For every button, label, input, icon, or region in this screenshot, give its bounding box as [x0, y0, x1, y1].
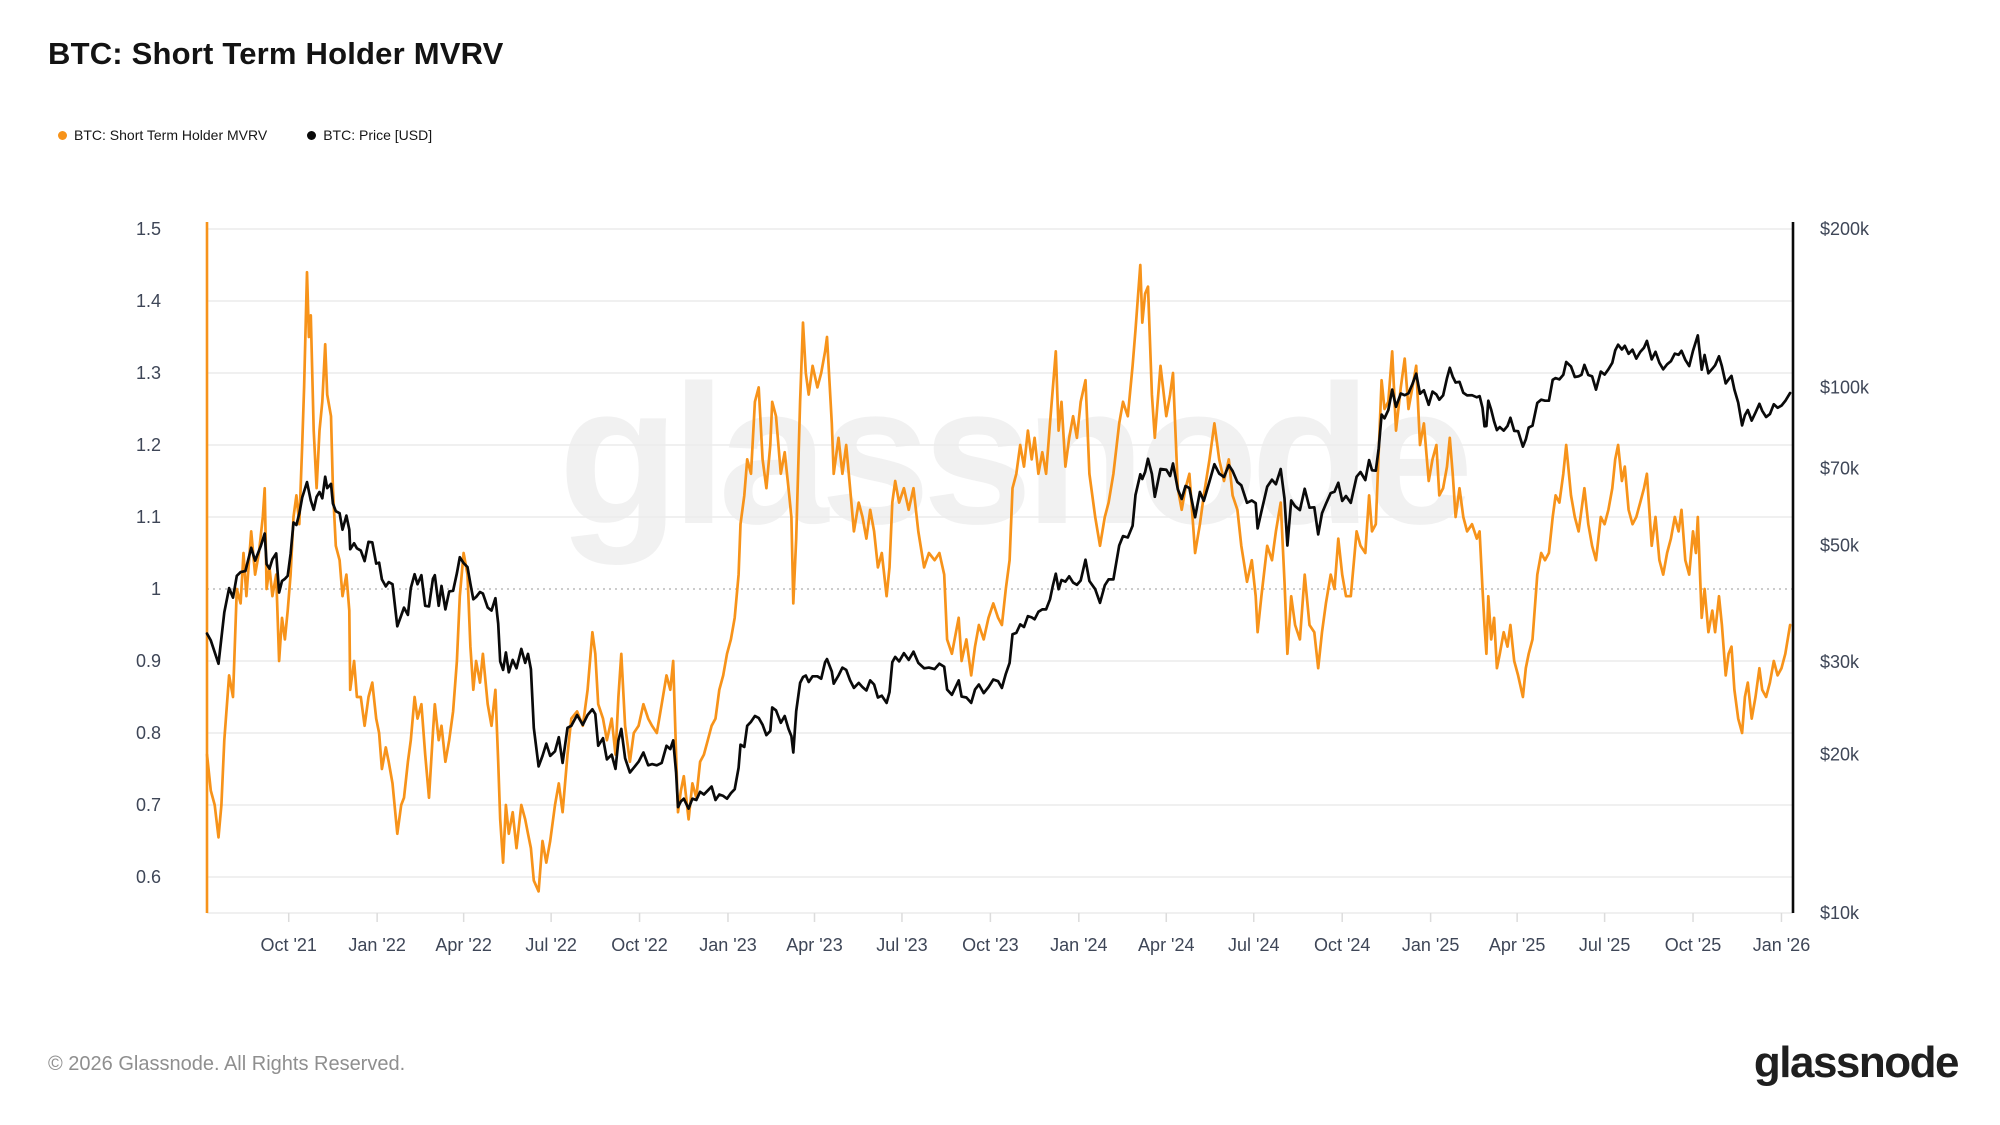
svg-text:$100k: $100k [1820, 377, 1870, 397]
svg-text:Oct '22: Oct '22 [611, 935, 667, 955]
svg-text:$50k: $50k [1820, 536, 1860, 556]
price-series-dot-icon [307, 130, 317, 140]
x-axis-labels: Oct '21 Jan '22 Apr '22 Jul '22 Oct '22 Jan '… [260, 935, 1810, 955]
svg-text:Jul '24: Jul '24 [1228, 935, 1279, 955]
svg-text:Jan '24: Jan '24 [1050, 935, 1107, 955]
svg-text:0.9: 0.9 [136, 651, 161, 671]
right-axis-labels: $200k $100k $70k $50k $30k $20k $10k [1820, 219, 1870, 923]
svg-text:1: 1 [151, 579, 161, 599]
x-axis-ticks [287, 913, 1783, 922]
svg-text:0.7: 0.7 [136, 795, 161, 815]
svg-text:Jan '25: Jan '25 [1402, 935, 1459, 955]
gridlines [207, 228, 1793, 914]
glassnode-watermark: glassnode [558, 344, 1467, 565]
svg-text:$10k: $10k [1820, 903, 1860, 923]
glassnode-logo: glassnode [1753, 1038, 1960, 1087]
price-line-series[interactable] [205, 334, 1792, 810]
svg-text:Apr '25: Apr '25 [1489, 935, 1545, 955]
svg-text:Oct '21: Oct '21 [260, 935, 316, 955]
svg-text:Jan '26: Jan '26 [1753, 935, 1810, 955]
page-title: BTC: Short Term Holder MVRV [48, 36, 504, 71]
svg-text:Jan '23: Jan '23 [699, 935, 756, 955]
legend-label-price: BTC: Price [USD] [323, 127, 433, 143]
svg-text:Oct '24: Oct '24 [1314, 935, 1370, 955]
svg-text:1.2: 1.2 [136, 435, 161, 455]
legend-label-mvrv: BTC: Short Term Holder MVRV [74, 127, 268, 143]
svg-text:$200k: $200k [1820, 219, 1870, 239]
svg-text:Jan '22: Jan '22 [348, 935, 405, 955]
svg-text:Jul '23: Jul '23 [876, 935, 927, 955]
legend: BTC: Short Term Holder MVRV BTC: Price [… [58, 127, 432, 143]
svg-text:1.5: 1.5 [136, 219, 161, 239]
copyright-text: © 2026 Glassnode. All Rights Reserved. [48, 1053, 406, 1075]
svg-text:1.4: 1.4 [136, 291, 161, 311]
svg-text:1.3: 1.3 [136, 363, 161, 383]
legend-item-price[interactable]: BTC: Price [USD] [307, 127, 432, 143]
svg-text:0.6: 0.6 [136, 867, 161, 887]
svg-text:0.8: 0.8 [136, 723, 161, 743]
svg-text:$20k: $20k [1820, 745, 1860, 765]
mvrv-series-dot-icon [58, 130, 67, 140]
mvrv-line-series[interactable] [205, 263, 1792, 893]
svg-text:Apr '23: Apr '23 [786, 935, 842, 955]
svg-text:Apr '22: Apr '22 [435, 935, 491, 955]
legend-item-mvrv[interactable]: BTC: Short Term Holder MVRV [58, 127, 267, 143]
left-axis-labels: 1.5 1.4 1.3 1.2 1.1 1 0.9 0.8 0.7 0.6 [136, 219, 161, 887]
svg-text:Oct '23: Oct '23 [962, 935, 1018, 955]
svg-text:Jul '22: Jul '22 [525, 935, 576, 955]
svg-text:$30k: $30k [1820, 652, 1860, 672]
svg-text:Oct '25: Oct '25 [1665, 935, 1721, 955]
svg-text:Apr '24: Apr '24 [1138, 935, 1194, 955]
svg-text:Jul '25: Jul '25 [1579, 935, 1630, 955]
svg-text:1.1: 1.1 [136, 507, 161, 527]
svg-text:$70k: $70k [1820, 459, 1860, 479]
